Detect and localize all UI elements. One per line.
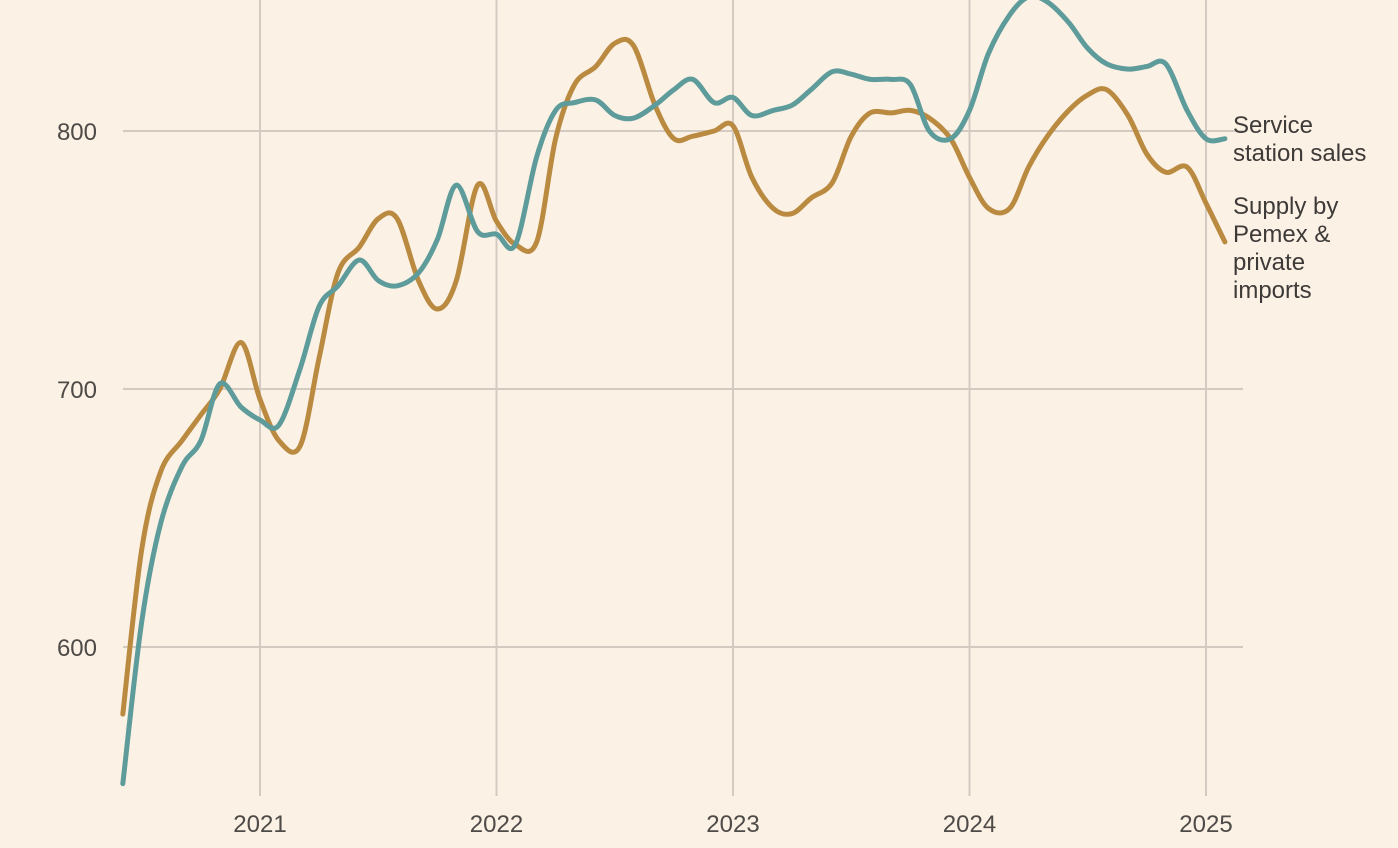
x-tick-label: 2024	[943, 811, 996, 838]
x-tick-label: 2021	[233, 811, 286, 838]
series-label-service-station-sales: Service station sales	[1233, 112, 1366, 167]
series-line-service-station-sales	[120, 0, 1228, 787]
series-label-supply-pemex-imports: Supply by Pemex & private imports	[1233, 193, 1338, 304]
x-tick-label: 2022	[470, 811, 523, 838]
x-tick-label: 2025	[1179, 811, 1232, 838]
series-line-supply-pemex-imports	[120, 36, 1228, 717]
y-tick-label: 600	[57, 635, 97, 662]
x-tick-label: 2023	[706, 811, 759, 838]
series-lines	[120, 0, 1228, 787]
tick-labels: 600 700 800 2021 2022 2023 2024 2025	[57, 119, 1233, 838]
gridlines	[123, 0, 1243, 796]
series-labels: Supply by Pemex & private imports Service sta…	[1233, 112, 1366, 304]
y-tick-label: 800	[57, 119, 97, 146]
y-tick-label: 700	[57, 377, 97, 404]
